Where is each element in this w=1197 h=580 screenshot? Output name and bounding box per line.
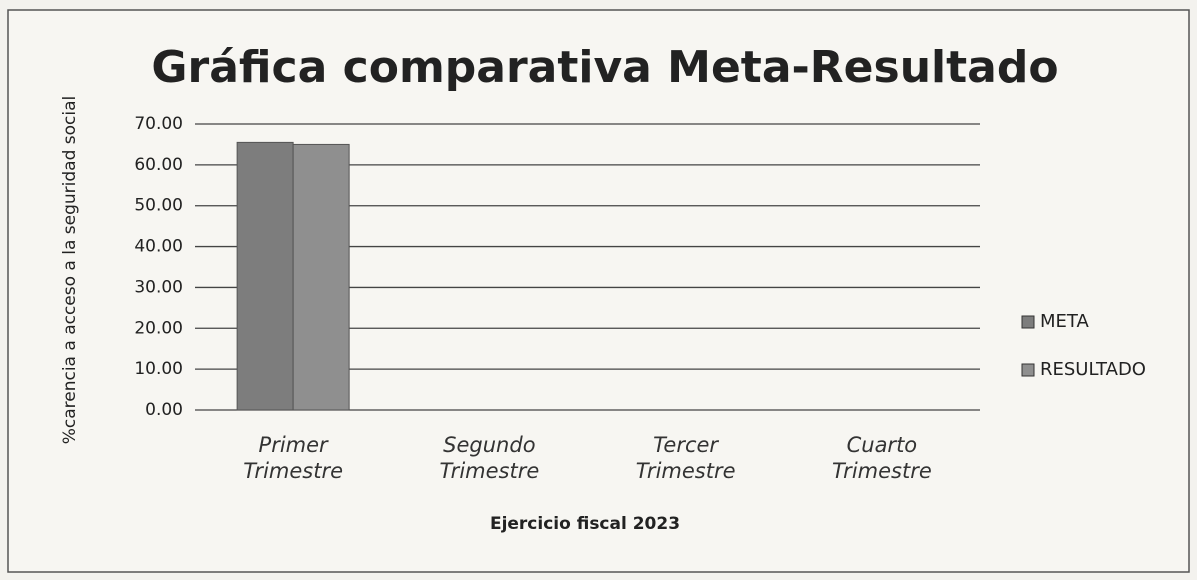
y-tick-label: 20.00 — [134, 318, 183, 338]
legend-swatch — [1021, 315, 1035, 329]
bar — [292, 143, 350, 411]
x-tick-label: Cuarto Trimestre — [831, 433, 932, 483]
y-axis-title: %carencia a acceso a la seguridad social — [60, 95, 80, 445]
legend-swatch — [1021, 363, 1035, 377]
x-tick-label: Tercer Trimestre — [635, 433, 736, 483]
y-tick-label: 0.00 — [145, 400, 183, 420]
y-tick-label: 40.00 — [134, 237, 183, 257]
y-tick-label: 70.00 — [134, 114, 183, 134]
x-tick-label: Segundo Trimestre — [439, 433, 540, 483]
chart-title: Gráfica comparativa Meta-Resultado — [151, 42, 1058, 93]
x-axis-title: Ejercicio fiscal 2023 — [490, 514, 680, 534]
legend-label: META — [1040, 311, 1090, 332]
legend-label: RESULTADO — [1040, 359, 1146, 380]
y-tick-label: 10.00 — [134, 359, 183, 379]
bar — [236, 141, 294, 411]
chart-frame — [7, 9, 1190, 573]
y-tick-label: 30.00 — [134, 277, 183, 297]
y-tick-label: 60.00 — [134, 155, 183, 175]
x-tick-label: Primer Trimestre — [243, 433, 344, 483]
y-tick-label: 50.00 — [134, 196, 183, 216]
